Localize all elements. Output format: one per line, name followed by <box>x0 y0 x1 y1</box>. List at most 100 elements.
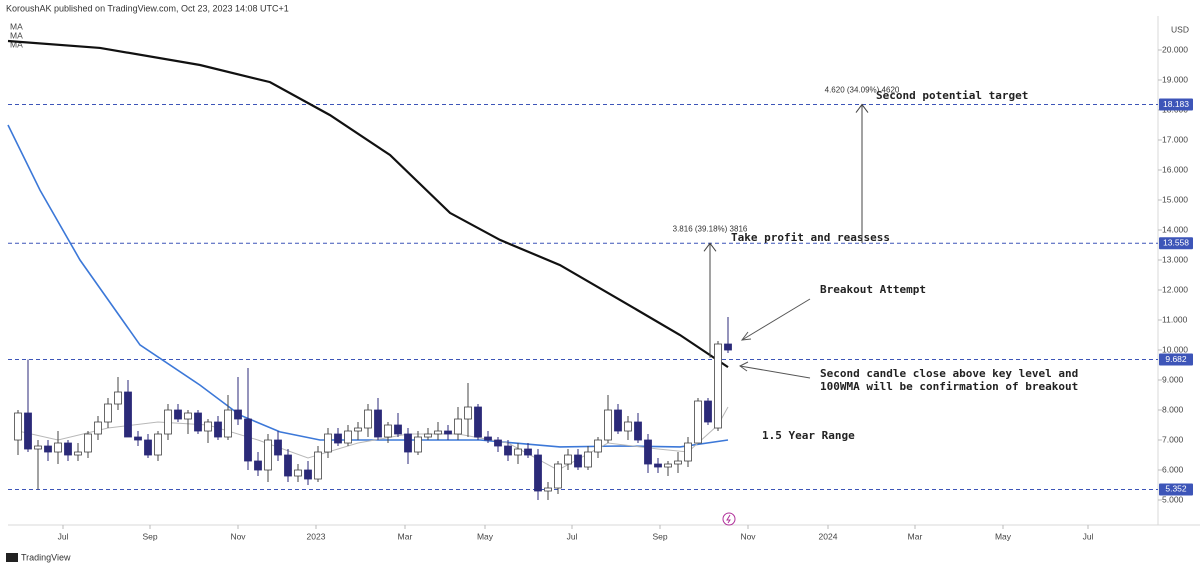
pointer-arrowhead <box>739 361 749 372</box>
annotation: Second potential target <box>876 89 1028 102</box>
legend-entry: MA <box>10 39 23 49</box>
candle-body <box>24 412 32 450</box>
x-tick-label: Jul <box>1083 531 1094 541</box>
level-label-box <box>1159 98 1193 111</box>
candle-body <box>394 424 402 435</box>
candle-body <box>664 463 672 468</box>
y-tick-label: 9.000 <box>1162 374 1184 384</box>
candle-body <box>94 421 102 435</box>
y-tick-label: 7.000 <box>1162 434 1184 444</box>
candle-body <box>304 469 312 480</box>
candle-body <box>294 469 302 477</box>
candle-body <box>284 454 292 477</box>
y-tick-label: 14.000 <box>1162 224 1188 234</box>
candle-body <box>14 412 22 441</box>
candle-body <box>724 343 732 351</box>
y-tick-label: 12.000 <box>1162 284 1188 294</box>
candle-body <box>714 343 722 429</box>
moving-average <box>7 124 729 448</box>
y-tick-label: 10.000 <box>1162 344 1188 354</box>
legend-entry: MA <box>10 21 23 31</box>
candle-body <box>194 412 202 432</box>
y-tick-label: 13.000 <box>1162 254 1188 264</box>
level-label: 18.183 <box>1163 99 1189 109</box>
candle-body <box>644 439 652 465</box>
x-tick-label: 2023 <box>307 531 326 541</box>
candle-body <box>554 463 562 489</box>
candle-body <box>64 442 72 456</box>
x-tick-label: Jul <box>58 531 69 541</box>
y-tick-label: 15.000 <box>1162 194 1188 204</box>
candle-body <box>364 409 372 429</box>
y-tick-label: 19.000 <box>1162 74 1188 84</box>
candle-body <box>464 406 472 420</box>
candle-body <box>424 433 432 438</box>
y-tick-label: 16.000 <box>1162 164 1188 174</box>
candle-body <box>34 445 42 450</box>
candle-body <box>544 487 552 492</box>
candle-body <box>454 418 462 435</box>
candle-body <box>104 403 112 423</box>
candle-body <box>504 445 512 456</box>
candle-body <box>314 451 322 480</box>
x-tick-label: Mar <box>398 531 413 541</box>
candle-body <box>484 436 492 441</box>
y-tick-label: 11.000 <box>1162 314 1188 324</box>
candle-body <box>594 439 602 453</box>
plot <box>7 39 1158 501</box>
candle-body <box>674 460 682 465</box>
level-label-box <box>1159 237 1193 250</box>
pointer-arrow <box>739 365 811 379</box>
candle-body <box>374 409 382 438</box>
x-tick-label: Mar <box>908 531 923 541</box>
candle-body <box>434 430 442 435</box>
candle-body <box>124 391 132 438</box>
x-tick-label: May <box>995 531 1012 541</box>
candle-body <box>164 409 172 435</box>
y-tick-label: 6.000 <box>1162 464 1184 474</box>
level-label: 9.682 <box>1165 354 1187 364</box>
candle-body <box>254 460 262 471</box>
candle-body <box>274 439 282 456</box>
x-tick-label: May <box>477 531 494 541</box>
candle-body <box>684 442 692 462</box>
candle-body <box>574 454 582 468</box>
candle-body <box>204 421 212 432</box>
logo <box>6 553 18 562</box>
measure-arrowhead <box>703 242 717 252</box>
annotation: Take profit and reassess <box>731 231 890 244</box>
y-tick-label: 20.000 <box>1162 44 1188 54</box>
candle-body <box>244 418 252 462</box>
candle-body <box>354 427 362 432</box>
x-tick-label: 2024 <box>819 531 838 541</box>
candle-body <box>564 454 572 465</box>
candle-body <box>234 409 242 420</box>
annotation: 100WMA will be confirmation of breakout <box>820 380 1078 393</box>
candle-body <box>654 463 662 468</box>
header: KoroushAK published on TradingView.com, … <box>6 3 289 13</box>
candle-body <box>404 433 412 453</box>
candle-body <box>224 409 232 438</box>
candle-body <box>174 409 182 420</box>
candle-body <box>634 421 642 441</box>
candle-body <box>264 439 272 471</box>
level-label-box <box>1159 353 1193 366</box>
candle-body <box>444 430 452 435</box>
candle-body <box>514 448 522 456</box>
candle-body <box>384 424 392 438</box>
moving-average <box>7 39 729 369</box>
event-icon[interactable] <box>722 512 736 526</box>
legend-entry: MA <box>10 30 23 40</box>
candle-body <box>154 433 162 456</box>
measure-arrowhead <box>855 103 869 113</box>
candle-body <box>524 448 532 456</box>
measure-label: 3.816 (39.18%) 3816 <box>673 224 748 233</box>
candle-body <box>144 439 152 456</box>
pointer-arrow <box>741 298 811 341</box>
annotation: Breakout Attempt <box>820 283 926 296</box>
candle-body <box>604 409 612 441</box>
pointer-arrowhead <box>740 331 752 341</box>
